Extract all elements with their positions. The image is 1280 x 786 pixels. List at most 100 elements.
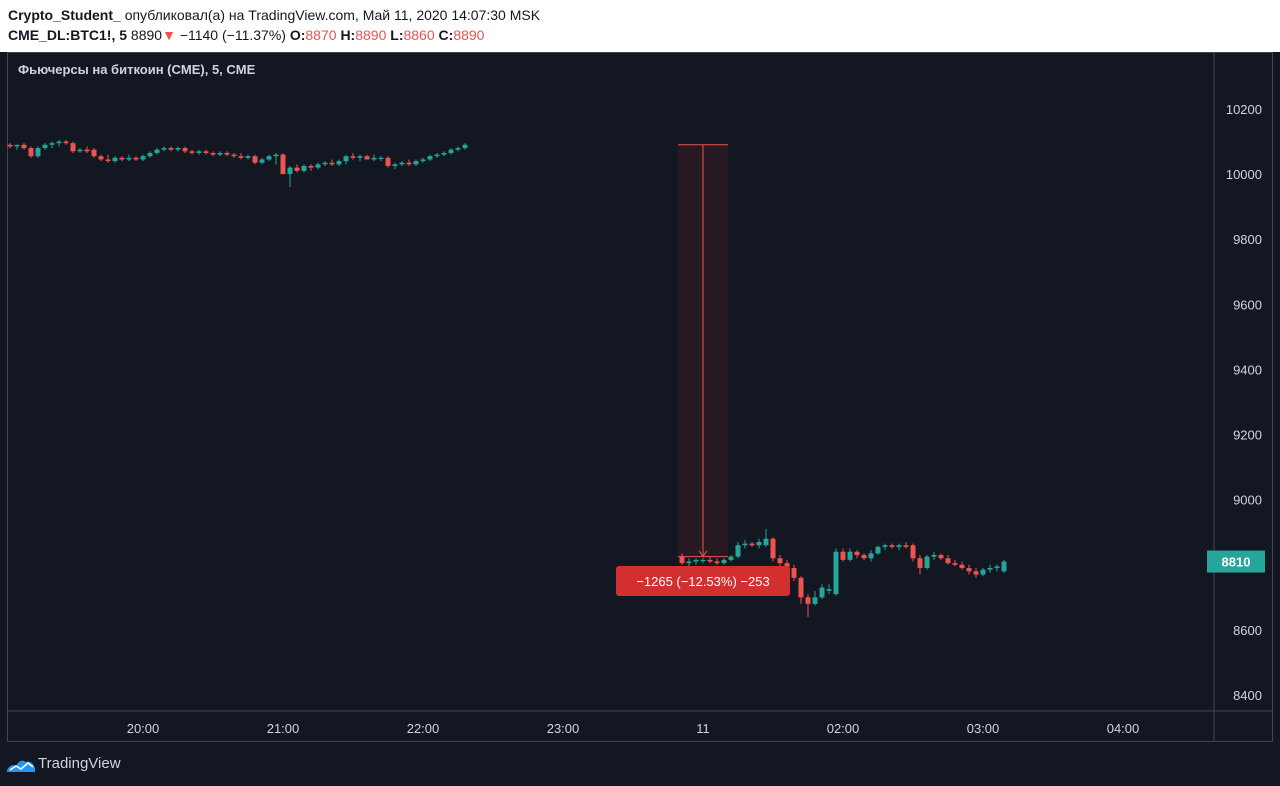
candle-body bbox=[287, 167, 293, 175]
candle-body bbox=[693, 559, 699, 562]
candle-body bbox=[28, 148, 34, 157]
candle-body bbox=[819, 587, 825, 598]
candle-body bbox=[399, 162, 405, 165]
y-tick-label: 9600 bbox=[1233, 297, 1262, 312]
candle-body bbox=[266, 156, 272, 160]
open-value: 8870 bbox=[305, 27, 337, 43]
candle-body bbox=[14, 144, 20, 147]
candle-body bbox=[126, 157, 132, 160]
candle-body bbox=[35, 148, 41, 157]
y-tick-label: 8400 bbox=[1233, 688, 1262, 703]
axis-layer: 1020010000980096009400920090008800860084… bbox=[7, 52, 1273, 742]
candle-body bbox=[357, 156, 363, 158]
candle-body bbox=[147, 152, 153, 157]
symbol-label: CME_DL:BTC1!, 5 bbox=[8, 27, 128, 43]
candle-body bbox=[392, 164, 398, 166]
candle-body bbox=[728, 556, 734, 560]
close-value: 8890 bbox=[453, 27, 485, 43]
y-tick-label: 9800 bbox=[1233, 232, 1262, 247]
x-tick-label: 21:00 bbox=[267, 721, 300, 736]
candle-body bbox=[455, 148, 461, 150]
candle-body bbox=[224, 152, 230, 155]
candle-body bbox=[798, 577, 804, 598]
y-tick-label: 8600 bbox=[1233, 623, 1262, 638]
candle-body bbox=[98, 156, 104, 160]
x-tick-label: 20:00 bbox=[127, 721, 160, 736]
candle-body bbox=[252, 156, 258, 163]
close-label: C: bbox=[438, 27, 454, 43]
symbol-line: CME_DL:BTC1!, 5 8890▼ −1140 (−11.37%) O:… bbox=[8, 27, 484, 43]
candle-body bbox=[406, 162, 412, 165]
candle-body bbox=[7, 144, 13, 147]
measure-arrow-head-icon bbox=[698, 550, 708, 558]
candle-body bbox=[245, 156, 251, 158]
candle-body bbox=[679, 556, 685, 564]
candle-body bbox=[70, 143, 76, 152]
high-label: H: bbox=[340, 27, 356, 43]
candle-layer bbox=[7, 139, 1007, 617]
publication-header: Crypto_Student_ опубликовал(а) на Tradin… bbox=[0, 0, 1280, 52]
candle-body bbox=[1001, 561, 1007, 572]
x-tick-label: 11 bbox=[696, 721, 710, 736]
candle-body bbox=[875, 546, 881, 554]
candle-body bbox=[294, 167, 300, 171]
open-label: O: bbox=[289, 27, 306, 43]
y-tick-label: 9200 bbox=[1233, 428, 1262, 443]
candle-body bbox=[742, 543, 748, 546]
candle-body bbox=[420, 159, 426, 162]
candle-body bbox=[952, 563, 958, 565]
candle-body bbox=[217, 152, 223, 155]
candle-body bbox=[259, 159, 265, 163]
candle-body bbox=[889, 545, 895, 547]
last-price-marker bbox=[1207, 550, 1265, 573]
publication-line: Crypto_Student_ опубликовал(а) на Tradin… bbox=[8, 7, 540, 23]
candle-body bbox=[791, 568, 797, 578]
candle-body bbox=[273, 154, 279, 157]
candle-body bbox=[462, 144, 468, 149]
candle-body bbox=[763, 538, 769, 546]
y-tick-label: 10000 bbox=[1226, 167, 1262, 182]
candle-body bbox=[385, 157, 391, 166]
candle-body bbox=[315, 164, 321, 168]
x-tick-label: 23:00 bbox=[547, 721, 580, 736]
candle-body bbox=[840, 551, 846, 560]
candle-body bbox=[735, 545, 741, 557]
candle-body bbox=[182, 148, 188, 152]
candle-body bbox=[924, 556, 930, 569]
publication-text: опубликовал(а) на TradingView.com, Май 1… bbox=[124, 7, 541, 23]
candle-body bbox=[343, 156, 349, 162]
candle-body bbox=[238, 156, 244, 158]
candle-body bbox=[966, 568, 972, 572]
candle-body bbox=[700, 559, 706, 562]
candle-body bbox=[329, 162, 335, 165]
candle-body bbox=[231, 154, 237, 157]
tradingview-logo-icon[interactable] bbox=[6, 754, 36, 774]
candle-body bbox=[882, 545, 888, 547]
x-tick-label: 02:00 bbox=[827, 721, 860, 736]
x-tick-label: 22:00 bbox=[407, 721, 440, 736]
candle-body bbox=[868, 553, 874, 559]
candle-body bbox=[189, 151, 195, 153]
candle-body bbox=[280, 154, 286, 175]
chart-title: Фьючерсы на биткоин (CME), 5, CME bbox=[18, 62, 256, 77]
tradingview-brand[interactable]: TradingView bbox=[38, 755, 121, 772]
y-tick-label: 9400 bbox=[1233, 362, 1262, 377]
author-name[interactable]: Crypto_Student_ bbox=[8, 7, 121, 23]
candle-body bbox=[140, 156, 146, 160]
candle-body bbox=[301, 165, 307, 171]
candle-body bbox=[910, 545, 916, 559]
candle-body bbox=[322, 162, 328, 165]
measure-label-box bbox=[616, 566, 790, 596]
candle-body bbox=[973, 571, 979, 575]
candle-body bbox=[777, 558, 783, 564]
candle-body bbox=[336, 161, 342, 165]
candle-body bbox=[105, 159, 111, 162]
chart-pane[interactable] bbox=[7, 52, 1273, 742]
candle-body bbox=[91, 149, 97, 157]
low-value: 8860 bbox=[403, 27, 435, 43]
candle-body bbox=[49, 143, 55, 145]
candle-body bbox=[945, 558, 951, 564]
last-price: 8890 bbox=[130, 27, 163, 43]
candle-body bbox=[196, 151, 202, 153]
